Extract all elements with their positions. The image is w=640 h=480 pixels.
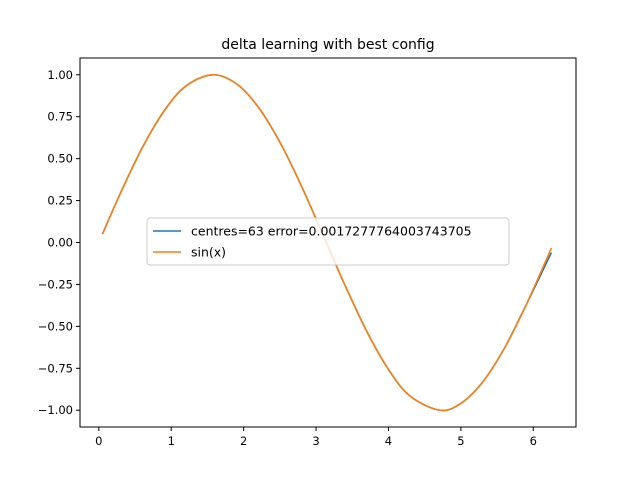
y-tick-label: 0.25 xyxy=(47,194,73,208)
x-tick-label: 1 xyxy=(168,434,175,448)
x-tick-label: 0 xyxy=(95,434,102,448)
axes: 0 1 2 3 4 5 6 −1.00 −0.75 −0.50 −0.25 0.00 0.25 0.50 0… xyxy=(38,68,537,448)
y-tick-label: 0.75 xyxy=(47,110,73,124)
y-tick-label: −1.00 xyxy=(38,403,73,417)
x-tick-label: 3 xyxy=(312,434,319,448)
legend-label: sin(x) xyxy=(191,245,226,260)
y-tick-label: 1.00 xyxy=(47,68,73,82)
legend: centres=63 error=0.0017277764003743705 si… xyxy=(146,217,510,266)
x-tick-label: 6 xyxy=(530,434,537,448)
chart-title: delta learning with best config xyxy=(221,37,434,53)
y-tick-label: −0.25 xyxy=(38,277,73,291)
x-tick-label: 2 xyxy=(240,434,247,448)
legend-label: centres=63 error=0.0017277764003743705 xyxy=(191,224,472,239)
x-tick-label: 5 xyxy=(457,434,464,448)
y-tick-label: −0.50 xyxy=(38,319,73,333)
y-tick-label: 0.00 xyxy=(47,236,73,250)
y-tick-label: 0.50 xyxy=(47,152,73,166)
y-tick-label: −0.75 xyxy=(38,361,73,375)
legend-box xyxy=(146,217,510,266)
x-tick-label: 4 xyxy=(385,434,392,448)
